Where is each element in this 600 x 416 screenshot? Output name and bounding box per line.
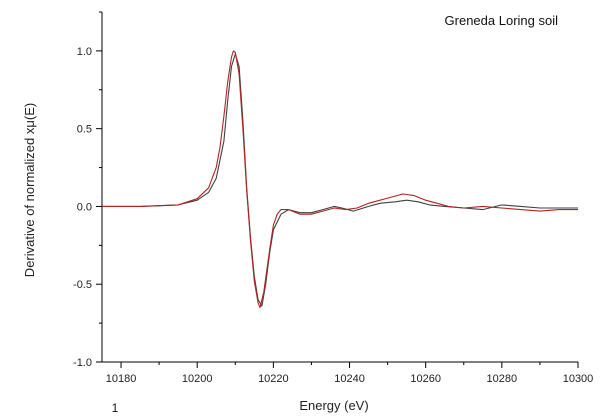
x-tick-label: 10220: [258, 373, 289, 385]
chart-axes: -1.0 -0.5 0.0 0.5 1.0 10180 10200 10220 10240 102…: [73, 11, 594, 385]
sample-annotation: Greneda Loring soil: [445, 13, 559, 28]
x-tick-label: 10200: [182, 373, 213, 385]
plot-area: [102, 50, 578, 309]
y-tick-label: 0.5: [77, 124, 92, 136]
y-tick-label: -1.0: [73, 357, 92, 369]
x-tick-label: 10180: [106, 373, 137, 385]
x-tick-label: 10240: [334, 373, 365, 385]
y-tick-label: 1.0: [77, 46, 92, 58]
x-tick-label: 10300: [563, 373, 594, 385]
y-axis-label: Derivative of normalized xμ(E): [22, 103, 37, 277]
stray-mark: 1: [112, 401, 119, 415]
series-line-2: [102, 50, 578, 309]
x-tick-label: 10260: [410, 373, 441, 385]
y-tick-label: -0.5: [73, 279, 92, 291]
x-axis-label: Energy (eV): [299, 398, 368, 413]
y-tick-label: 0.0: [77, 201, 92, 213]
x-tick-label: 10280: [487, 373, 518, 385]
series-line-1: [102, 53, 578, 307]
